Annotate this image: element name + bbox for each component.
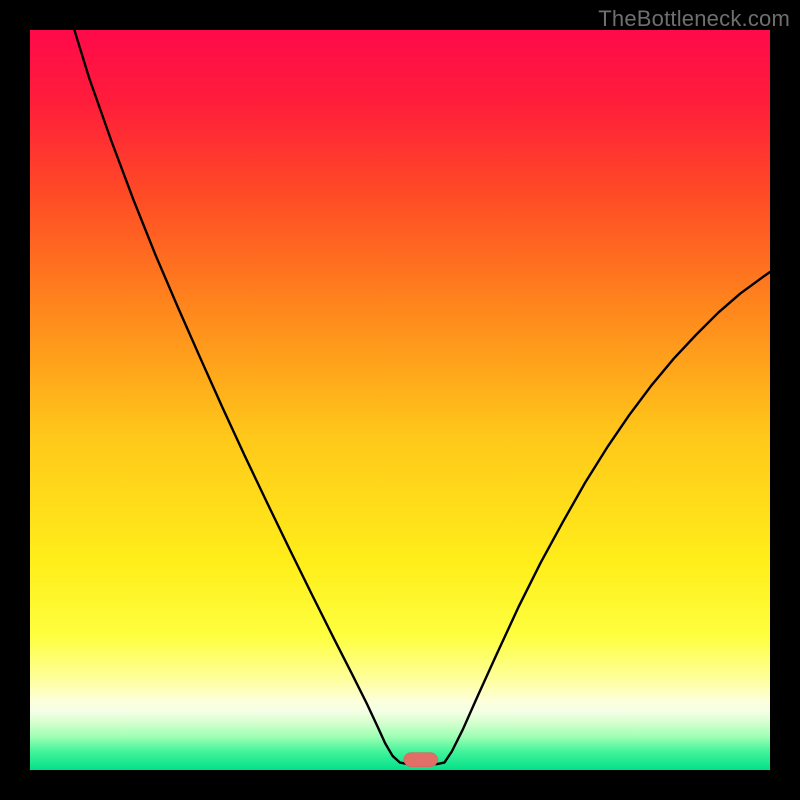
chart-wrapper: TheBottleneck.com [0,0,800,800]
bottleneck-chart [0,0,800,800]
optimal-marker [404,753,438,767]
gradient-background [30,30,770,770]
